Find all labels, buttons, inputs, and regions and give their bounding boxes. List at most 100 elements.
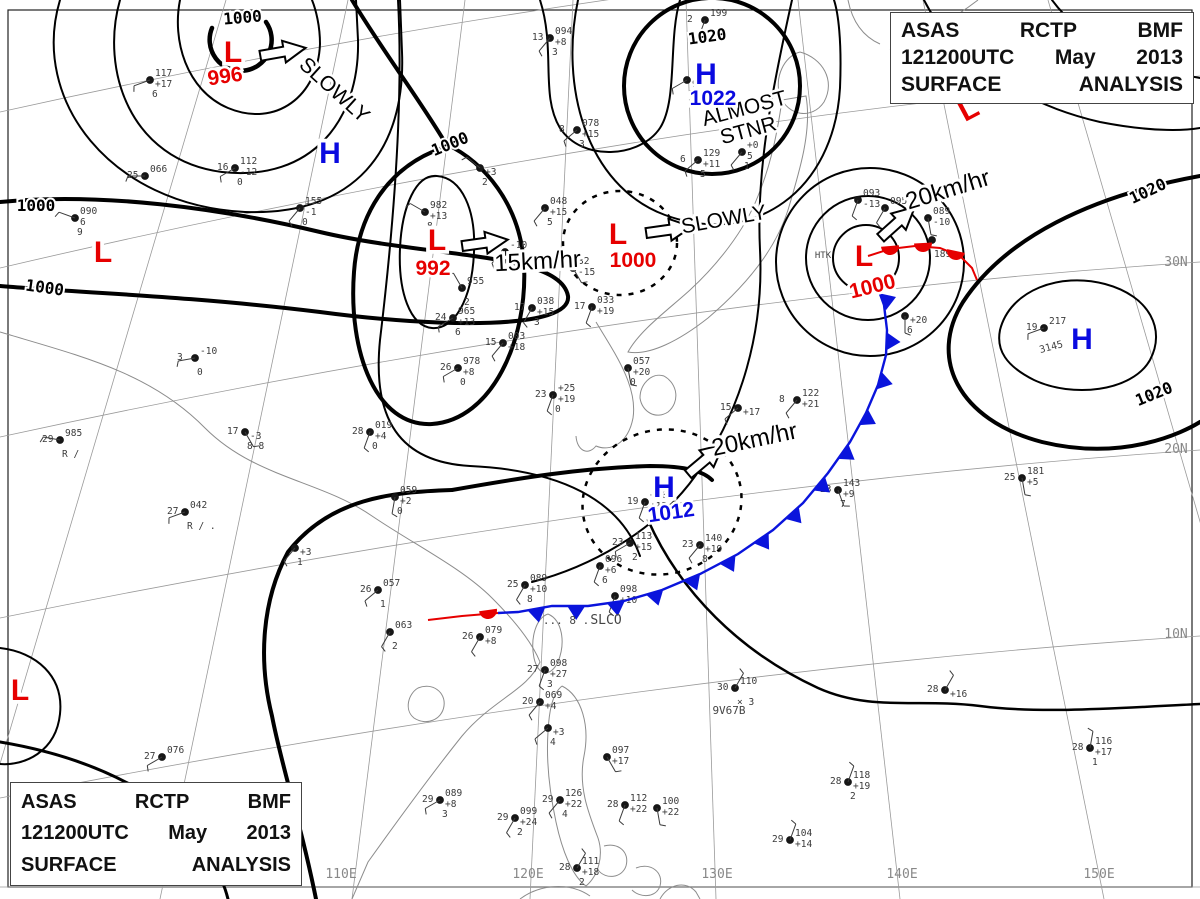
coastlines [0, 0, 979, 899]
isobar-value-label: 1000 [17, 196, 56, 215]
station-weather-value: 6 [602, 575, 608, 586]
station-cloud-value: 23 [612, 537, 623, 548]
station-plot: 089-10 [924, 206, 950, 237]
station-weather-value: 2 [850, 791, 856, 802]
wind-barb-tick [391, 513, 398, 518]
wind-barb [618, 804, 626, 822]
coastline [631, 865, 662, 896]
wind-barb-tick [608, 611, 615, 617]
station-circle [928, 236, 936, 244]
coastline [597, 844, 628, 877]
station-weather-value: 0 [555, 404, 561, 415]
wind-barb-tick [614, 551, 617, 558]
wind-barb [43, 436, 61, 441]
wind-barb-tick [283, 560, 288, 567]
low-center-letter: L [11, 674, 29, 707]
station-cloud-value: 26 [440, 362, 452, 373]
station-temp-value: +24 [520, 817, 537, 828]
wind-barb [506, 817, 516, 833]
title-word: May [1054, 45, 1096, 69]
wind-barb-tick [638, 517, 645, 523]
wind-barb [585, 306, 593, 324]
station-plot: 048+155 [533, 196, 567, 228]
station-plot: 155-10 [288, 196, 322, 228]
station-temp-value: +15 [550, 207, 567, 218]
wind-barb-tick [516, 599, 521, 605]
station-pressure-value: 126 [565, 788, 582, 799]
wind-barb-tick [581, 281, 588, 284]
wind-barb-tick [471, 651, 476, 657]
station-weather-value: 0 [630, 377, 636, 388]
station-pressure-value: 089 [530, 573, 547, 584]
isobar [377, 0, 641, 557]
wind-barb [876, 207, 886, 223]
wind-barb-tick [447, 272, 454, 275]
wind-barb-tick [125, 175, 129, 182]
station-temp-value: +6 [605, 565, 617, 576]
station-pressure-value: 057 [383, 578, 400, 589]
station-pressure-value: 090 [80, 206, 97, 217]
station-plot: 24 965+136 [435, 306, 475, 338]
warm-front-semicircle [881, 245, 899, 255]
station-plot: 23 113+152 [612, 531, 652, 563]
isobar [539, 0, 681, 153]
cold-front-triangle [683, 573, 701, 591]
station-plot: 3 -10 0 [176, 346, 217, 378]
chart-title-block-bottom-left: ASAS RCTP BMF 121200UTC May 2013 SURFACE ANAL… [10, 782, 302, 886]
cold-front-triangle [753, 533, 770, 550]
wind-barb [684, 159, 699, 172]
title-word: 2013 [246, 822, 292, 845]
high-center-letter: H [319, 137, 341, 170]
station-temp-value: +22 [662, 807, 679, 818]
movement-label: 15km/hr [494, 246, 582, 278]
station-plot: 6 129+115 [680, 148, 720, 180]
warm-front-semicircle [914, 242, 932, 252]
wind-barb-tick [1024, 494, 1031, 497]
station-pressure-value: 003 [508, 331, 525, 342]
station-temp-value: +18 [508, 342, 525, 353]
wind-barb-tick [528, 714, 533, 721]
wind-barb-tick [534, 738, 538, 745]
station-pressure-value: 066 [150, 164, 167, 175]
coastline [627, 95, 809, 354]
title-word: ASAS [901, 18, 960, 42]
coastline [639, 374, 677, 416]
station-temp-value: +15 [635, 542, 652, 553]
station-pressure-value: 104 [795, 828, 812, 839]
station-cloud-value: 29 [497, 812, 509, 823]
station-pressure-value: 978 [463, 356, 480, 367]
station-plot: +34 [534, 724, 564, 748]
station-weather-value: 8 8 [247, 441, 264, 452]
station-weather-value: 0 [397, 506, 403, 517]
station-pressure-value: 100 [662, 796, 679, 807]
wind-barb [698, 19, 706, 37]
wind-barb-tick [491, 355, 496, 362]
station-weather-value: 1 [297, 557, 303, 568]
station-weather-value: 3 [579, 139, 585, 150]
wind-barb-tick [876, 222, 881, 228]
wind-barb [168, 511, 186, 519]
station-cloud-value: 27 [167, 506, 178, 517]
station-temp-value: +22 [630, 804, 647, 815]
station-plot: 28 116+171 [1072, 727, 1112, 768]
station-weather-value: 7 [840, 499, 846, 510]
wind-barb-tick [538, 685, 545, 691]
station-plot: -10 [491, 240, 527, 269]
station-pressure-value: 096 [605, 554, 622, 565]
station-temp-value: -3 [250, 431, 261, 442]
wind-barb-tick [533, 220, 538, 227]
movement-arrows [258, 39, 917, 480]
station-pressure-value: 093 [863, 188, 880, 199]
station-plot: 189 [928, 236, 951, 260]
wind-barb [410, 203, 426, 213]
high-center-letter: H [653, 471, 675, 504]
wind-barb [944, 675, 954, 691]
station-plot: 29 089+83 [422, 788, 462, 820]
isobar [646, 518, 1200, 712]
graticule-line [0, 0, 610, 113]
station-temp-value: -12 [240, 167, 257, 178]
station-temp-value: +16 [950, 689, 967, 700]
cold-front-triangle [567, 606, 586, 620]
isobar [622, 0, 803, 176]
